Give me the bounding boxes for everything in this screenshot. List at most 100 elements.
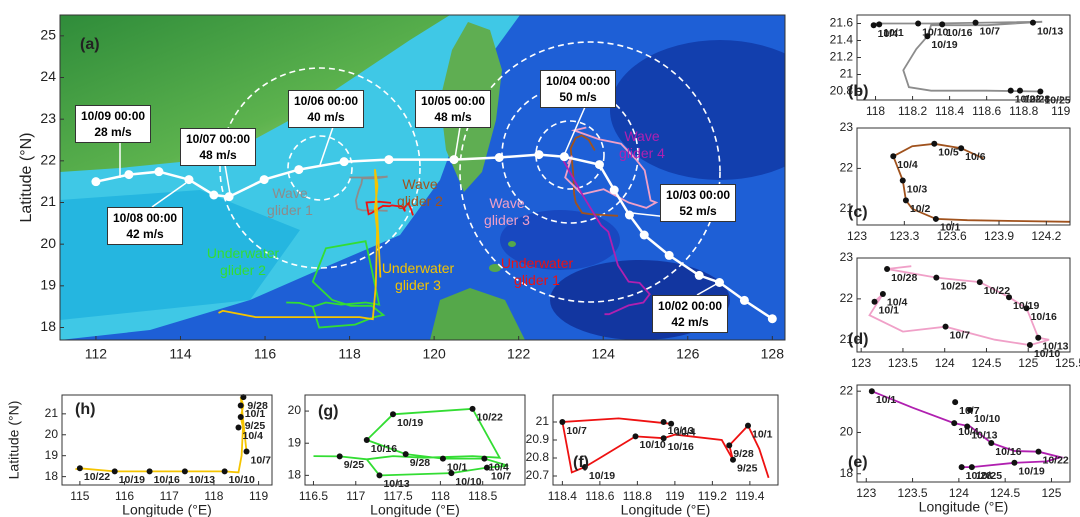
date-marker	[876, 21, 883, 28]
x-tick-label: 128	[761, 346, 785, 362]
annotation-time: 10/03 00:00	[666, 188, 731, 202]
panel-label: (a)	[80, 36, 100, 53]
x-tick-label: 119.4	[735, 489, 764, 503]
y-tick-label: 21	[840, 201, 854, 215]
y-tick-label: 22	[40, 152, 56, 168]
y-tick-label: 19	[288, 435, 302, 449]
annotation: 10/06 00:00 40 m/s	[288, 90, 365, 128]
x-tick-label: 124	[935, 356, 955, 370]
panel-label: (f)	[573, 454, 589, 471]
track-point	[384, 155, 394, 165]
glider-track	[564, 126, 659, 209]
x-tick-label: 118.6	[585, 489, 614, 503]
date-marker	[1035, 334, 1042, 341]
panel-label: (b)	[848, 83, 868, 100]
panel-label: (e)	[848, 454, 868, 471]
date-marker	[668, 420, 675, 427]
annotation-time: 10/07 00:00	[186, 132, 251, 146]
date-marker	[448, 470, 455, 477]
date-marker	[879, 290, 886, 297]
track-point	[154, 167, 164, 177]
date-marker	[581, 464, 588, 470]
y-tick-label: 22	[840, 161, 854, 175]
annotation-arrow	[224, 164, 231, 195]
date-label: 10/4	[242, 430, 263, 442]
y-tick-label: 21	[40, 193, 56, 209]
date-marker	[976, 279, 983, 286]
annotation-speed: 28 m/s	[94, 125, 132, 139]
x-tick-label: 125.5	[1055, 356, 1080, 370]
date-label: 10/19	[119, 474, 145, 486]
date-marker	[939, 21, 946, 28]
glider-label: Wave glider 3	[484, 195, 530, 228]
x-tick-label: 116	[254, 346, 277, 362]
track-point	[624, 210, 634, 220]
date-label: 10/7	[491, 470, 512, 482]
x-tick-label: 119	[1051, 104, 1070, 118]
x-tick-label: 123.5	[898, 486, 928, 500]
date-marker	[958, 464, 965, 471]
date-label: 10/13	[383, 478, 409, 490]
track-point	[594, 160, 604, 170]
x-tick-label: 123.6	[937, 229, 967, 243]
x-tick-label: 116	[115, 489, 134, 503]
date-marker	[1006, 294, 1013, 301]
date-label: 10/19	[589, 470, 615, 482]
date-label: 10/1	[245, 408, 266, 420]
date-marker	[240, 394, 247, 401]
x-tick-label: 114	[169, 346, 192, 362]
date-label: 9/25	[737, 463, 758, 475]
annotation: 10/02 00:00 42 m/s	[652, 295, 729, 333]
date-marker	[899, 177, 906, 184]
date-label: 10/7	[566, 425, 587, 437]
annotation: 10/08 00:00 42 m/s	[107, 207, 184, 245]
x-tick-label: 125	[1018, 356, 1038, 370]
glider-track	[569, 134, 619, 217]
track-point	[449, 155, 459, 165]
axes-frame	[61, 394, 273, 486]
track-point	[559, 152, 569, 162]
y-tick-label: 20.8	[526, 450, 550, 464]
glider-label: Underwater glider 1	[500, 255, 574, 288]
panel-label: (g)	[318, 403, 338, 420]
date-label: 9/25	[245, 420, 266, 432]
y-tick-label: 20.8	[830, 84, 854, 98]
date-marker	[933, 274, 940, 281]
date-marker	[924, 33, 931, 40]
annotation-arrow	[319, 126, 334, 166]
x-tick-label: 119	[249, 489, 268, 503]
panel-label: (h)	[75, 401, 95, 418]
date-marker	[902, 197, 909, 204]
trajectory	[871, 390, 1065, 468]
date-label: 10/1	[883, 27, 904, 39]
date-marker	[559, 419, 566, 425]
x-tick-label: 116.5	[299, 489, 328, 503]
date-label: 10/28	[891, 272, 917, 284]
glider-track	[365, 200, 414, 216]
glider-label: Wave glider 2	[397, 176, 443, 209]
annotation-speed: 50 m/s	[559, 90, 597, 104]
annotation-speed: 42 m/s	[126, 227, 164, 241]
date-marker	[111, 468, 118, 475]
annotation-time: 10/06 00:00	[294, 94, 359, 108]
x-tick-label: 118.8	[1009, 104, 1038, 118]
date-label: 10/2	[910, 203, 931, 215]
date-label: 10/19	[397, 417, 423, 429]
track-point	[664, 250, 674, 260]
y-tick-label: 18	[288, 468, 302, 482]
y-tick-label: 21	[536, 414, 550, 428]
date-marker	[237, 413, 244, 420]
date-marker	[481, 455, 488, 462]
x-tick-label: 122	[507, 346, 531, 362]
date-marker	[915, 20, 922, 27]
track-point	[739, 295, 749, 305]
x-tick-label: 118.4	[935, 104, 964, 118]
x-tick-label: 118.8	[623, 489, 652, 503]
date-label: 10/4	[488, 461, 509, 473]
track-point	[91, 177, 101, 187]
date-marker	[1016, 87, 1023, 94]
date-label: 10/13	[189, 474, 215, 486]
x-tick-label: 117	[160, 489, 179, 503]
date-marker	[363, 437, 370, 443]
date-label: 9/28	[410, 457, 431, 469]
